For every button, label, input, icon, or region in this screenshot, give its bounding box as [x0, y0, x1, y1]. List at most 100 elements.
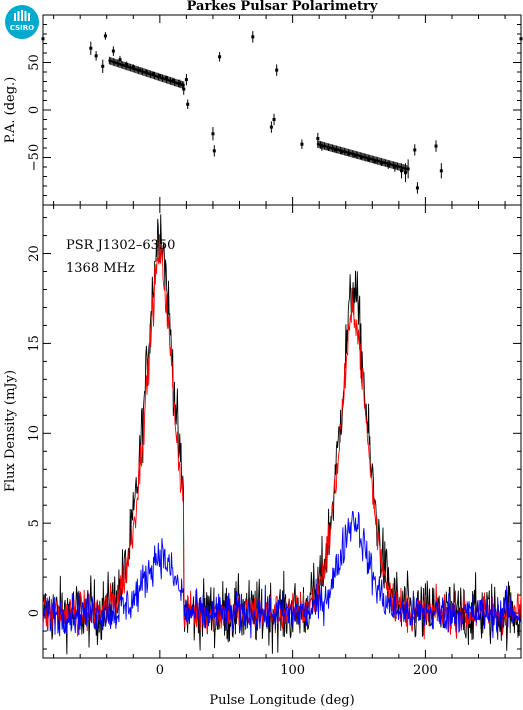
profile-series-total	[42, 214, 522, 655]
pa-point	[140, 67, 143, 75]
pa-point	[350, 149, 353, 158]
pa-point	[332, 144, 335, 153]
pa-point	[404, 164, 407, 173]
csiro-logo-bars-icon	[14, 10, 30, 21]
pa-point	[152, 71, 155, 79]
pa-point	[178, 80, 181, 88]
pa-panel-frame	[42, 14, 522, 206]
pa-point	[133, 65, 136, 73]
pa-point	[328, 143, 331, 152]
pa-point	[356, 151, 359, 160]
pa-point	[388, 160, 391, 168]
pa-point	[166, 76, 169, 84]
pa-point	[348, 149, 351, 157]
pa-point	[379, 157, 382, 166]
pa-point	[405, 165, 408, 173]
pa-point	[373, 156, 376, 164]
pa-point	[101, 59, 105, 73]
pa-point	[439, 163, 443, 179]
profile-series-circular	[42, 510, 522, 639]
pa-point	[180, 80, 183, 89]
pa-point	[141, 67, 144, 76]
pa-point	[340, 147, 343, 155]
pa-point	[352, 150, 355, 158]
pa-point	[384, 159, 387, 167]
pa-point	[346, 148, 349, 157]
pa-point	[41, 36, 45, 41]
pa-point	[136, 66, 139, 74]
pa-point	[392, 161, 395, 170]
pa-point	[156, 72, 159, 81]
pa-axes: 50 0 −50	[27, 15, 521, 205]
pa-point	[396, 162, 399, 171]
pa-point	[415, 182, 419, 194]
pa-point	[182, 81, 185, 90]
pa-point	[363, 153, 366, 161]
pa-point	[351, 149, 354, 158]
profile-panel-frame	[42, 204, 522, 659]
pa-point	[129, 63, 132, 72]
pa-point	[372, 155, 375, 164]
pa-point	[358, 151, 361, 160]
pa-point	[162, 74, 165, 83]
pa-point	[342, 147, 345, 156]
pa-point	[181, 81, 184, 89]
pa-point	[434, 140, 438, 152]
pa-point	[128, 63, 131, 72]
pa-point	[316, 140, 319, 148]
profile-series	[42, 214, 522, 655]
pa-point	[165, 75, 168, 84]
pa-ytick-label: 0	[27, 106, 42, 114]
pa-point	[158, 73, 161, 82]
pa-point	[389, 160, 392, 169]
pa-point	[381, 158, 384, 167]
pa-point	[335, 145, 338, 154]
pa-ytick-label: −50	[27, 144, 42, 171]
frequency-annotation: 1368 MHz	[66, 261, 135, 276]
pa-point	[383, 158, 386, 167]
pa-ytick-label: 50	[27, 54, 42, 71]
pa-point	[360, 152, 363, 161]
pa-point	[109, 57, 112, 65]
pa-point	[211, 127, 215, 141]
pa-point	[160, 74, 163, 82]
pa-point	[272, 113, 276, 126]
pa-point	[347, 148, 350, 157]
pa-point	[519, 36, 523, 41]
pa-point	[218, 52, 222, 62]
pa-point	[138, 66, 141, 75]
csiro-logo-disc	[5, 5, 39, 39]
profile-ytick-label: 15	[27, 335, 42, 352]
pa-point	[186, 99, 190, 110]
pa-point	[336, 145, 339, 154]
pa-point	[364, 153, 367, 162]
pa-point	[122, 61, 125, 70]
pa-point	[113, 58, 116, 67]
pa-point	[354, 150, 357, 159]
x-tick-label: 200	[413, 663, 438, 678]
pa-point	[365, 154, 368, 162]
pa-point	[371, 155, 374, 164]
pa-point	[338, 146, 341, 154]
pa-point	[322, 141, 325, 150]
pa-point	[300, 139, 304, 149]
pa-point	[397, 162, 400, 171]
pa-point	[275, 64, 279, 76]
pa-point	[137, 66, 140, 75]
chart-title: Parkes Pulsar Polarimetry	[187, 0, 378, 14]
pa-point	[330, 144, 333, 152]
pa-point	[149, 70, 152, 79]
pa-point	[132, 64, 135, 73]
pa-point	[361, 152, 364, 161]
pa-point	[367, 154, 370, 163]
pa-point	[126, 62, 129, 71]
pa-point	[111, 57, 114, 66]
profile-ytick-label: 0	[27, 609, 42, 617]
pa-points	[41, 31, 523, 194]
pa-point	[355, 151, 358, 159]
pa-point	[172, 77, 175, 86]
pa-point	[184, 73, 188, 86]
pa-point	[169, 77, 172, 85]
pa-point	[400, 163, 403, 172]
csiro-logo-text: CSIRO	[10, 24, 34, 32]
